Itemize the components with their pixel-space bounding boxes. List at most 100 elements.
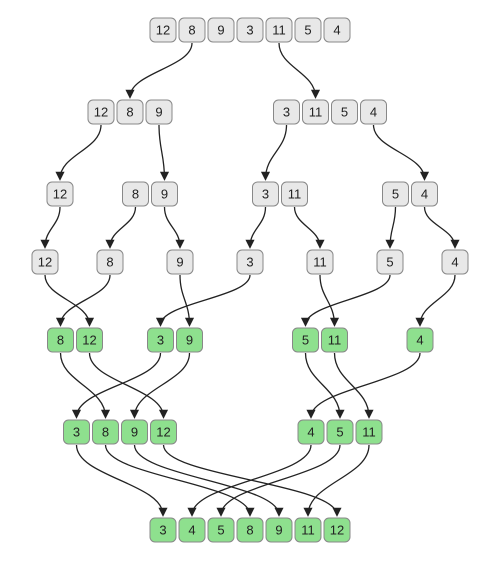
cell-value: 3 — [283, 105, 290, 120]
edge — [161, 275, 251, 325]
edge — [311, 353, 420, 417]
edge — [306, 275, 391, 325]
edge — [130, 43, 192, 97]
cell-value: 9 — [155, 105, 162, 120]
cell-value: 9 — [275, 523, 282, 538]
array-node: 8 12 — [48, 328, 103, 352]
edge — [77, 353, 161, 417]
cell-value: 8 — [132, 187, 139, 202]
edge — [390, 207, 396, 247]
cell-value: 11 — [362, 425, 376, 440]
cell-value: 3 — [262, 187, 269, 202]
cell-value: 5 — [336, 425, 343, 440]
array-node: 9 — [167, 250, 193, 274]
array-node: 3 — [237, 250, 263, 274]
nodes-layer: 1289311541289311541289311541289311548123… — [32, 18, 468, 542]
cell-value: 3 — [159, 523, 166, 538]
array-node: 3 4 5 8 9 11 12 — [150, 518, 350, 542]
edge — [165, 207, 181, 247]
edge — [45, 275, 90, 325]
array-node: 3 11 5 4 — [274, 100, 387, 124]
cell-value: 8 — [102, 425, 109, 440]
cell-value: 12 — [53, 187, 67, 202]
cell-value: 4 — [416, 333, 423, 348]
edge — [266, 125, 287, 179]
cell-value: 5 — [302, 333, 309, 348]
edge — [425, 207, 456, 247]
cell-value: 12 — [156, 425, 170, 440]
edge — [159, 125, 165, 179]
cell-value: 8 — [57, 333, 64, 348]
cell-value: 9 — [217, 23, 224, 38]
cell-value: 5 — [341, 105, 348, 120]
cell-value: 11 — [328, 333, 342, 348]
cell-value: 9 — [176, 255, 183, 270]
cell-value: 12 — [156, 23, 170, 38]
edge — [306, 353, 341, 417]
edge — [180, 275, 190, 325]
array-node: 5 — [377, 250, 403, 274]
array-node: 12 8 9 — [88, 100, 172, 124]
edge — [420, 275, 455, 325]
edge — [110, 207, 136, 247]
cell-value: 5 — [304, 23, 311, 38]
edge — [135, 353, 190, 417]
edge — [90, 353, 164, 417]
cell-value: 5 — [392, 187, 399, 202]
cell-value: 3 — [73, 425, 80, 440]
edge — [61, 353, 106, 417]
edge — [250, 207, 266, 247]
array-node: 8 — [97, 250, 123, 274]
cell-value: 5 — [386, 255, 393, 270]
cell-value: 3 — [157, 333, 164, 348]
edge — [221, 445, 340, 515]
edge — [77, 445, 164, 515]
array-node: 4 5 11 — [298, 420, 382, 444]
array-node: 4 — [407, 328, 433, 352]
array-node: 3 11 — [253, 182, 308, 206]
cell-value: 8 — [126, 105, 133, 120]
edge — [106, 445, 251, 515]
cell-value: 8 — [246, 523, 253, 538]
edge — [308, 445, 369, 515]
cell-value: 4 — [307, 425, 314, 440]
cell-value: 3 — [246, 23, 253, 38]
array-node: 39 — [148, 328, 203, 352]
cell-value: 4 — [370, 105, 377, 120]
edge — [60, 125, 101, 179]
cell-value: 9 — [186, 333, 193, 348]
array-node: 54 — [383, 182, 438, 206]
cell-value: 4 — [188, 523, 195, 538]
cell-value: 11 — [301, 523, 315, 538]
cell-value: 9 — [161, 187, 168, 202]
edge — [295, 207, 321, 247]
array-node: 12 8 9 3 11 5 4 — [150, 18, 350, 42]
cell-value: 11 — [288, 187, 302, 202]
cell-value: 12 — [38, 255, 52, 270]
array-node: 5 11 — [293, 328, 348, 352]
edge — [279, 43, 316, 97]
cell-value: 5 — [217, 523, 224, 538]
edge — [320, 275, 335, 325]
cell-value: 11 — [313, 255, 327, 270]
cell-value: 4 — [333, 23, 340, 38]
edge — [45, 207, 60, 247]
cell-value: 3 — [246, 255, 253, 270]
cell-value: 11 — [309, 105, 323, 120]
cell-value: 8 — [188, 23, 195, 38]
cell-value: 9 — [131, 425, 138, 440]
array-node: 89 — [123, 182, 178, 206]
edge — [374, 125, 425, 179]
cell-value: 12 — [94, 105, 108, 120]
merge-sort-diagram: 1289311541289311541289311541289311548123… — [0, 0, 500, 570]
array-node: 3 8 9 12 — [64, 420, 177, 444]
cell-value: 11 — [272, 23, 286, 38]
cell-value: 4 — [421, 187, 428, 202]
array-node: 4 — [442, 250, 468, 274]
array-node: 12 — [47, 182, 73, 206]
cell-value: 12 — [82, 333, 96, 348]
edge — [192, 445, 311, 515]
cell-value: 12 — [330, 523, 344, 538]
edge — [135, 445, 280, 515]
array-node: 12 — [32, 250, 58, 274]
